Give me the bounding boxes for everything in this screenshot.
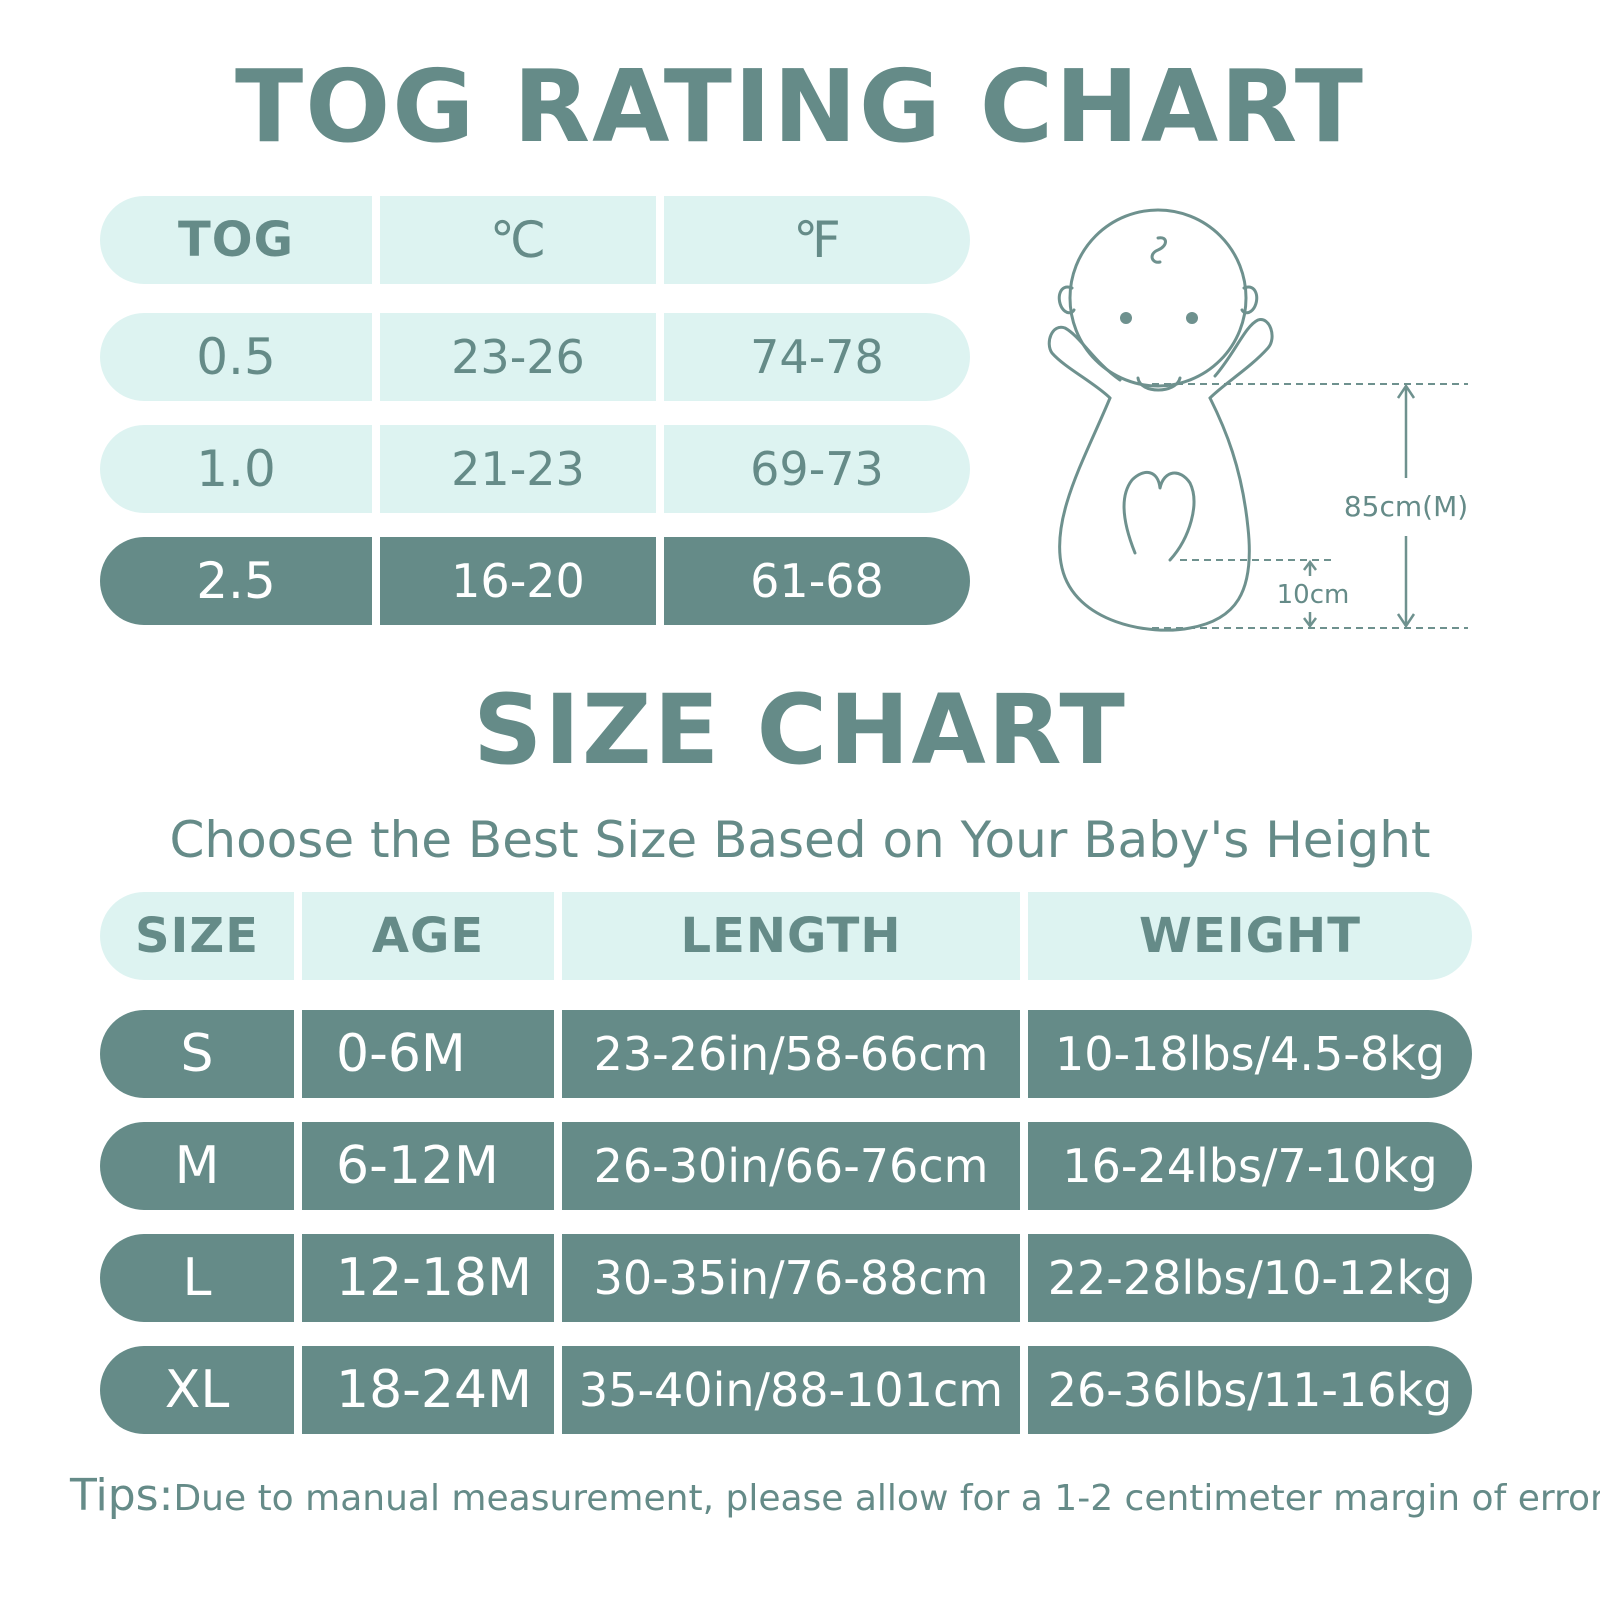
- weight-value: 22-28lbs/10-12kg: [1028, 1234, 1472, 1322]
- foot-gap-label: 10cm: [1277, 580, 1350, 610]
- height-arrow-head-up: [1396, 383, 1416, 399]
- tog-header-row: TOG ℃ ℉: [100, 196, 970, 284]
- foot-arrow-head-down: [1303, 617, 1317, 629]
- size-row-m: M 6-12M 26-30in/66-76cm 16-24lbs/7-10kg: [100, 1122, 1472, 1210]
- size-row-xl: XL 18-24M 35-40in/88-101cm 26-36lbs/11-1…: [100, 1346, 1472, 1434]
- tog-chart-title: TOG RATING CHART: [235, 48, 1365, 165]
- tog-value: 1.0: [100, 425, 372, 513]
- age-value: 12-18M: [302, 1234, 554, 1322]
- age-value: 0-6M: [302, 1010, 554, 1098]
- tog-header-tog: TOG: [100, 196, 372, 284]
- height-arrow-head-down: [1396, 613, 1416, 629]
- tips-note: Tips:Due to manual measurement, please a…: [70, 1470, 1600, 1521]
- tog-row-1: 1.0 21-23 69-73: [100, 425, 970, 513]
- hair-curl: [1150, 236, 1167, 264]
- tips-label: Tips:: [70, 1470, 174, 1521]
- tips-text: Due to manual measurement, please allow …: [173, 1478, 1600, 1519]
- size-header-weight: WEIGHT: [1028, 892, 1472, 980]
- collar: [1136, 376, 1182, 392]
- fahrenheit-value: 69-73: [664, 425, 970, 513]
- fahrenheit-value: 74-78: [664, 313, 970, 401]
- celsius-value: 16-20: [380, 537, 656, 625]
- size-row-l: L 12-18M 30-35in/76-88cm 22-28lbs/10-12k…: [100, 1234, 1472, 1322]
- leg-outline: [1122, 471, 1196, 562]
- height-label: 85cm(M): [1344, 490, 1468, 523]
- size-value: S: [100, 1010, 294, 1098]
- tog-value: 0.5: [100, 313, 372, 401]
- right-arm-outline: [1208, 318, 1274, 400]
- size-header-size: SIZE: [100, 892, 294, 980]
- left-ear: [1057, 285, 1076, 315]
- sleep-sack-diagram: 85cm(M) 10cm: [1047, 208, 1468, 632]
- weight-value: 16-24lbs/7-10kg: [1028, 1122, 1472, 1210]
- age-value: 18-24M: [302, 1346, 554, 1434]
- weight-value: 10-18lbs/4.5-8kg: [1028, 1010, 1472, 1098]
- sleep-sack-outline: [1058, 396, 1251, 632]
- size-value: XL: [100, 1346, 294, 1434]
- size-row-s: S 0-6M 23-26in/58-66cm 10-18lbs/4.5-8kg: [100, 1010, 1472, 1098]
- right-ear: [1240, 285, 1259, 315]
- tog-value: 2.5: [100, 537, 372, 625]
- size-chart-subtitle: Choose the Best Size Based on Your Baby'…: [169, 811, 1431, 869]
- head-outline: [1068, 208, 1248, 388]
- celsius-value: 23-26: [380, 313, 656, 401]
- tog-row-0: 0.5 23-26 74-78: [100, 313, 970, 401]
- size-value: M: [100, 1122, 294, 1210]
- size-header-row: SIZE AGE LENGTH WEIGHT: [100, 892, 1472, 980]
- size-value: L: [100, 1234, 294, 1322]
- length-value: 30-35in/76-88cm: [562, 1234, 1020, 1322]
- tog-header-celsius: ℃: [380, 196, 656, 284]
- left-arm-outline: [1047, 325, 1122, 400]
- size-header-length: LENGTH: [562, 892, 1020, 980]
- length-value: 23-26in/58-66cm: [562, 1010, 1020, 1098]
- foot-arrow-head-up: [1303, 559, 1317, 571]
- length-value: 26-30in/66-76cm: [562, 1122, 1020, 1210]
- right-eye: [1186, 312, 1198, 324]
- length-value: 35-40in/88-101cm: [562, 1346, 1020, 1434]
- weight-value: 26-36lbs/11-16kg: [1028, 1346, 1472, 1434]
- size-chart-title: SIZE CHART: [473, 674, 1127, 786]
- celsius-value: 21-23: [380, 425, 656, 513]
- size-header-age: AGE: [302, 892, 554, 980]
- tog-header-fahrenheit: ℉: [664, 196, 970, 284]
- left-eye: [1120, 312, 1132, 324]
- fahrenheit-value: 61-68: [664, 537, 970, 625]
- age-value: 6-12M: [302, 1122, 554, 1210]
- tog-row-2-highlighted: 2.5 16-20 61-68: [100, 537, 970, 625]
